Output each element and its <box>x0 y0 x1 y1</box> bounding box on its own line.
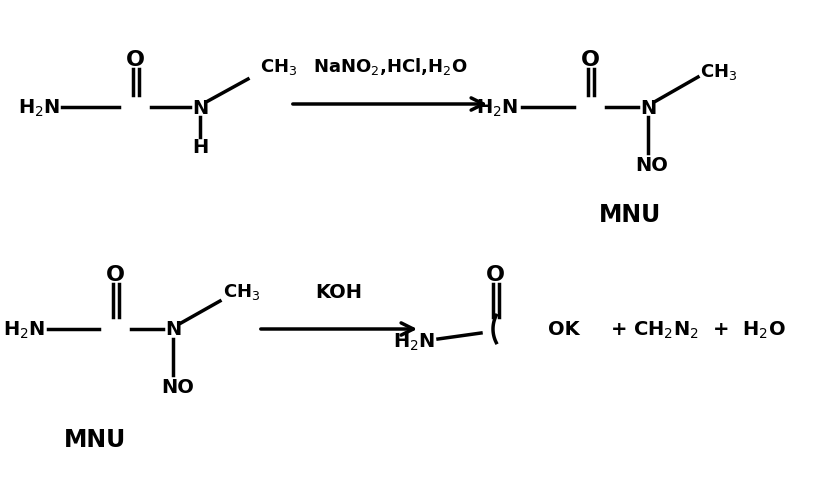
Text: O: O <box>105 264 124 285</box>
Text: O: O <box>486 264 504 285</box>
Text: OK: OK <box>548 320 579 339</box>
Text: CH$_3$: CH$_3$ <box>700 62 737 82</box>
Text: NaNO$_2$,HCl,H$_2$O: NaNO$_2$,HCl,H$_2$O <box>313 56 467 77</box>
Text: H: H <box>192 138 208 157</box>
Text: CH$_3$: CH$_3$ <box>223 281 260 302</box>
Text: NO: NO <box>161 378 194 397</box>
Text: N: N <box>639 98 656 117</box>
Text: H$_2$N: H$_2$N <box>393 331 435 352</box>
Text: CH$_3$: CH$_3$ <box>260 57 297 77</box>
Text: H$_2$N: H$_2$N <box>2 318 45 340</box>
Text: + CH$_2$N$_2$  +  H$_2$O: + CH$_2$N$_2$ + H$_2$O <box>610 318 786 340</box>
Text: H$_2$N: H$_2$N <box>476 97 518 119</box>
Text: H$_2$N: H$_2$N <box>18 97 60 119</box>
Text: O: O <box>125 50 145 70</box>
Text: NO: NO <box>635 156 668 175</box>
Text: MNU: MNU <box>599 203 661 227</box>
Text: O: O <box>580 50 599 70</box>
Text: KOH: KOH <box>315 283 362 302</box>
Text: N: N <box>165 320 181 339</box>
Text: N: N <box>192 98 208 117</box>
Text: MNU: MNU <box>64 427 126 451</box>
